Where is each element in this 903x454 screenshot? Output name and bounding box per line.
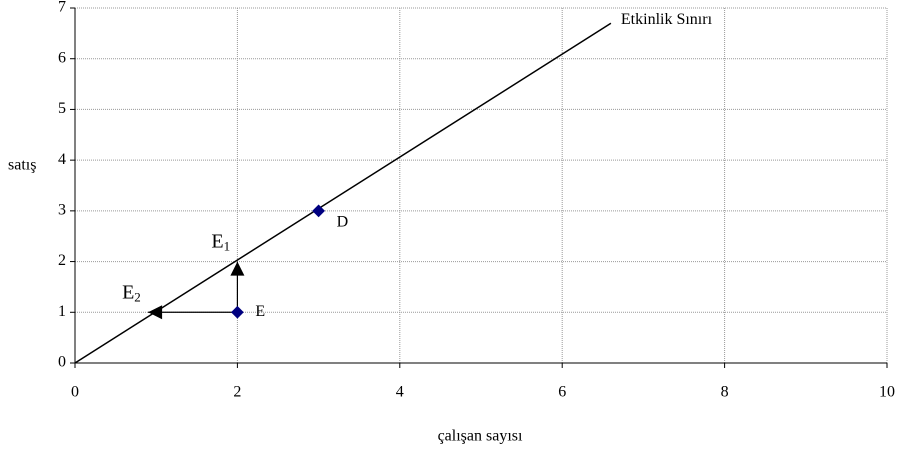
frontier-line (74, 22, 612, 364)
arrow-label-sub: 1 (224, 239, 231, 254)
x-tick-label: 8 (721, 384, 729, 401)
arrow-head (230, 261, 245, 276)
point (312, 204, 325, 218)
x-tick-label: 4 (396, 384, 404, 401)
y-tick-label: 0 (58, 354, 66, 371)
y-tick-label: 7 (58, 0, 66, 16)
x-tick-label: 6 (558, 384, 566, 401)
y-tick-label: 4 (58, 151, 66, 168)
arrow-label-main: E (211, 230, 223, 252)
x-tick-label: 2 (233, 384, 241, 401)
y-tick-label: 3 (58, 202, 66, 219)
arrow-label-main: E (122, 281, 134, 303)
x-tick-label: 10 (879, 384, 895, 401)
arrow-label: E2 (122, 281, 141, 304)
y-axis-title: satış (8, 157, 36, 174)
x-tick-label: 0 (71, 384, 79, 401)
y-tick-label: 6 (58, 49, 66, 66)
y-tick-label: 2 (58, 252, 66, 269)
point (231, 305, 244, 319)
arrow-label-sub: 2 (134, 289, 141, 304)
y-tick-label: 1 (58, 303, 66, 320)
frontier-label: Etkinlik Sınırı (621, 11, 713, 28)
y-tick-label: 5 (58, 100, 66, 117)
arrow-head (148, 305, 163, 320)
x-axis-title: çalışan sayısı (438, 428, 523, 445)
arrow-label: E1 (211, 230, 230, 253)
point-label: E (255, 303, 265, 320)
point-label: D (337, 214, 349, 231)
